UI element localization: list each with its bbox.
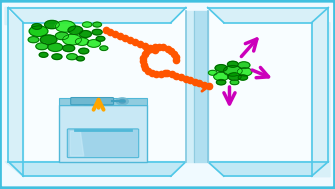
Circle shape <box>55 21 75 32</box>
Circle shape <box>208 70 217 75</box>
Circle shape <box>76 98 88 105</box>
Circle shape <box>93 22 102 27</box>
Circle shape <box>79 48 89 54</box>
Polygon shape <box>194 11 208 162</box>
Circle shape <box>237 68 252 76</box>
Circle shape <box>228 73 241 80</box>
Circle shape <box>119 100 125 103</box>
Polygon shape <box>8 8 186 162</box>
Circle shape <box>79 100 85 103</box>
Circle shape <box>45 20 59 29</box>
Circle shape <box>76 56 84 61</box>
Circle shape <box>40 35 57 44</box>
Circle shape <box>36 43 48 50</box>
Circle shape <box>216 80 226 85</box>
Circle shape <box>87 40 100 47</box>
Circle shape <box>79 31 91 37</box>
Circle shape <box>63 34 81 45</box>
Polygon shape <box>8 162 186 176</box>
Circle shape <box>63 45 75 52</box>
Circle shape <box>52 54 62 60</box>
Circle shape <box>68 26 83 34</box>
FancyBboxPatch shape <box>71 98 114 105</box>
FancyBboxPatch shape <box>67 129 139 158</box>
Circle shape <box>230 80 239 85</box>
Polygon shape <box>208 8 328 162</box>
Circle shape <box>223 66 242 76</box>
FancyBboxPatch shape <box>59 105 147 162</box>
Polygon shape <box>312 8 330 177</box>
Circle shape <box>82 22 92 27</box>
Circle shape <box>32 24 42 29</box>
Polygon shape <box>5 8 23 177</box>
Circle shape <box>215 65 227 71</box>
Circle shape <box>116 98 128 105</box>
Circle shape <box>28 37 39 43</box>
Polygon shape <box>312 8 328 177</box>
Polygon shape <box>208 8 328 23</box>
Polygon shape <box>70 131 84 156</box>
Circle shape <box>238 75 248 80</box>
Circle shape <box>96 36 105 41</box>
Circle shape <box>214 72 228 81</box>
Circle shape <box>29 26 48 36</box>
Polygon shape <box>5 8 23 177</box>
FancyBboxPatch shape <box>59 98 147 105</box>
Circle shape <box>67 54 77 60</box>
Circle shape <box>48 43 63 51</box>
Circle shape <box>238 62 250 69</box>
Circle shape <box>227 61 238 67</box>
Polygon shape <box>186 11 194 162</box>
Circle shape <box>75 38 89 45</box>
Polygon shape <box>8 8 186 23</box>
Circle shape <box>39 52 48 57</box>
Circle shape <box>92 29 102 35</box>
Polygon shape <box>208 162 328 176</box>
Circle shape <box>55 32 69 40</box>
Circle shape <box>100 46 108 50</box>
